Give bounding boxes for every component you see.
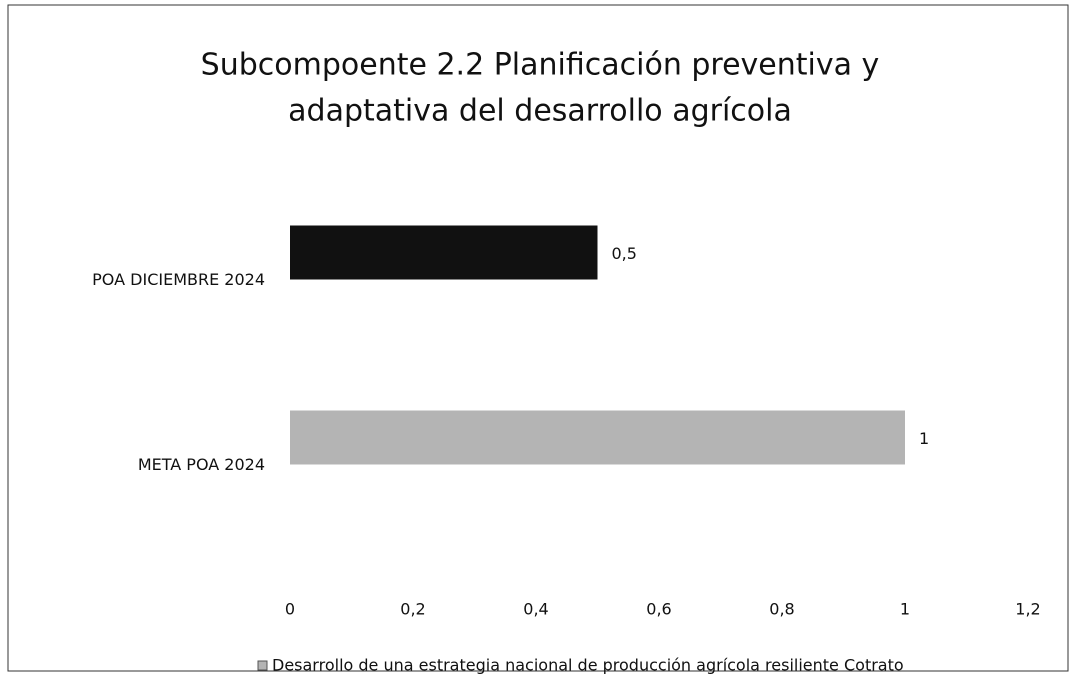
data-label: 0,5 (612, 244, 637, 263)
data-label: 1 (919, 429, 929, 448)
x-tick-label: 0,8 (769, 600, 794, 619)
x-tick-label: 0 (285, 600, 295, 619)
x-tick-label: 1 (900, 600, 910, 619)
chart-title: Subcompoente 2.2 Planificación preventiv… (201, 48, 880, 83)
x-tick-label: 1,2 (1015, 600, 1040, 619)
x-tick-label: 0,6 (646, 600, 671, 619)
legend-label: Desarrollo de una estrategia nacional de… (272, 656, 904, 675)
y-tick-label: META POA 2024 (138, 455, 265, 474)
x-tick-label: 0,2 (400, 600, 425, 619)
x-tick-label: 0,4 (523, 600, 548, 619)
y-tick-label: POA DICIEMBRE 2024 (92, 270, 265, 289)
chart-frame (7, 4, 1069, 672)
legend-marker (257, 660, 268, 671)
bar (290, 225, 598, 280)
chart-title: adaptativa del desarrollo agrícola (288, 94, 792, 129)
bar (290, 410, 905, 465)
